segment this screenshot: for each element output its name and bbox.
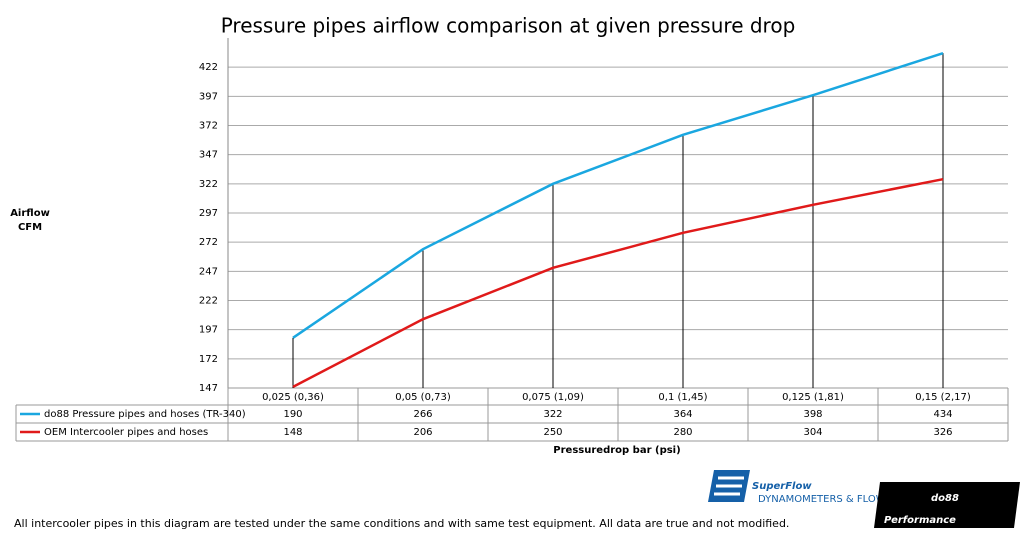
y-tick-label: 247 — [199, 266, 218, 277]
do88-logo: do88 Performance — [874, 482, 1020, 528]
table-value: 304 — [803, 427, 822, 438]
logo-text: do88 — [931, 493, 959, 504]
table-value: 434 — [933, 409, 952, 420]
table-value: 190 — [283, 409, 302, 420]
legend-label: OEM Intercooler pipes and hoses — [44, 427, 208, 438]
y-tick-label: 197 — [199, 325, 218, 336]
y-tick-label: 147 — [199, 383, 218, 394]
y-tick-label: 397 — [199, 91, 218, 102]
series-line — [292, 51, 944, 339]
y-tick-label: 347 — [199, 150, 218, 161]
y-tick-label: 422 — [199, 62, 218, 73]
x-tick-label: 0,125 (1,81) — [782, 392, 844, 403]
y-tick-label: 272 — [199, 237, 218, 248]
x-tick-label: 0,05 (0,73) — [395, 392, 451, 403]
footnote: All intercooler pipes in this diagram ar… — [14, 517, 789, 530]
y-tick-label: 222 — [199, 296, 218, 307]
logo-text: SuperFlow — [752, 481, 812, 492]
table-value: 148 — [283, 427, 302, 438]
x-tick-label: 0,025 (0,36) — [262, 392, 324, 403]
x-tick-label: 0,15 (2,17) — [915, 392, 971, 403]
logo-tagline: Performance — [884, 515, 956, 526]
table-value: 206 — [413, 427, 432, 438]
logo-icon — [714, 476, 744, 496]
table-value: 280 — [673, 427, 692, 438]
table-value: 266 — [413, 409, 432, 420]
y-tick-label: 322 — [199, 179, 218, 190]
table-value: 364 — [673, 409, 692, 420]
x-tick-label: 0,075 (1,09) — [522, 392, 584, 403]
x-axis-label: Pressuredrop bar (psi) — [553, 445, 680, 456]
x-tick-label: 0,1 (1,45) — [658, 392, 707, 403]
table-value: 250 — [543, 427, 562, 438]
series-line — [292, 177, 944, 388]
legend-label: do88 Pressure pipes and hoses (TR-340) — [44, 409, 246, 420]
superflow-logo: SuperFlow DYNAMOMETERS & FLOWBENCHES — [708, 470, 933, 505]
y-tick-label: 297 — [199, 208, 218, 219]
y-axis-label: CFM — [18, 222, 42, 233]
logo-bg — [874, 482, 1020, 528]
y-axis-label: Airflow — [10, 208, 50, 219]
table-value: 398 — [803, 409, 822, 420]
table-value: 322 — [543, 409, 562, 420]
y-tick-label: 172 — [199, 354, 218, 365]
logo-tagline: DYNAMOMETERS & FLOWBENCHES — [758, 494, 933, 505]
y-tick-label: 372 — [199, 121, 218, 132]
table-value: 326 — [933, 427, 952, 438]
chart-title: Pressure pipes airflow comparison at giv… — [221, 14, 796, 38]
